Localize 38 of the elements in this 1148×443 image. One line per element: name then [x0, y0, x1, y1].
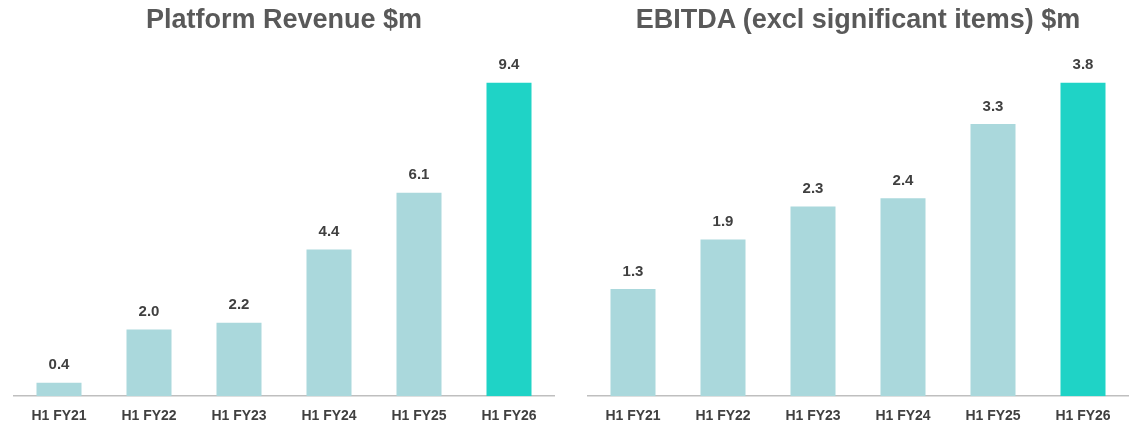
x-tick-label: H1 FY25	[391, 407, 447, 424]
x-tick-label: H1 FY23	[211, 407, 267, 424]
bar	[790, 206, 836, 397]
bar	[126, 329, 172, 397]
x-tick-label: H1 FY24	[875, 407, 931, 424]
data-label: 6.1	[408, 165, 430, 183]
bar	[396, 192, 442, 397]
bar	[880, 198, 926, 397]
x-tick-label: H1 FY22	[121, 407, 177, 424]
bar	[36, 382, 82, 397]
data-label: 3.8	[1072, 55, 1094, 73]
bar	[700, 239, 746, 397]
bar	[216, 322, 262, 397]
x-tick-label: H1 FY22	[695, 407, 751, 424]
data-label: 0.4	[48, 355, 71, 373]
x-tick-label: H1 FY21	[31, 407, 87, 424]
data-label: 4.4	[318, 222, 341, 240]
bar	[970, 123, 1016, 397]
x-tick-label: H1 FY26	[481, 407, 537, 424]
data-label: 2.3	[802, 179, 824, 197]
bar	[486, 82, 532, 397]
data-label: 9.4	[498, 55, 521, 73]
chart-title: EBITDA (excl significant items) $m	[635, 3, 1081, 34]
x-tick-label: H1 FY21	[605, 407, 661, 424]
chart-title: Platform Revenue $m	[145, 3, 423, 34]
x-tick-label: H1 FY25	[965, 407, 1021, 424]
bar	[306, 249, 352, 397]
x-tick-label: H1 FY24	[301, 407, 357, 424]
data-label: 3.3	[982, 96, 1004, 114]
data-label: 2.0	[138, 302, 160, 320]
bar	[610, 288, 656, 397]
x-tick-label: H1 FY26	[1055, 407, 1111, 424]
bar	[1060, 82, 1106, 397]
x-tick-label: H1 FY23	[785, 407, 841, 424]
data-label: 2.4	[892, 170, 915, 188]
data-label: 1.9	[712, 212, 734, 230]
data-label: 2.2	[228, 295, 250, 313]
data-label: 1.3	[622, 261, 644, 279]
